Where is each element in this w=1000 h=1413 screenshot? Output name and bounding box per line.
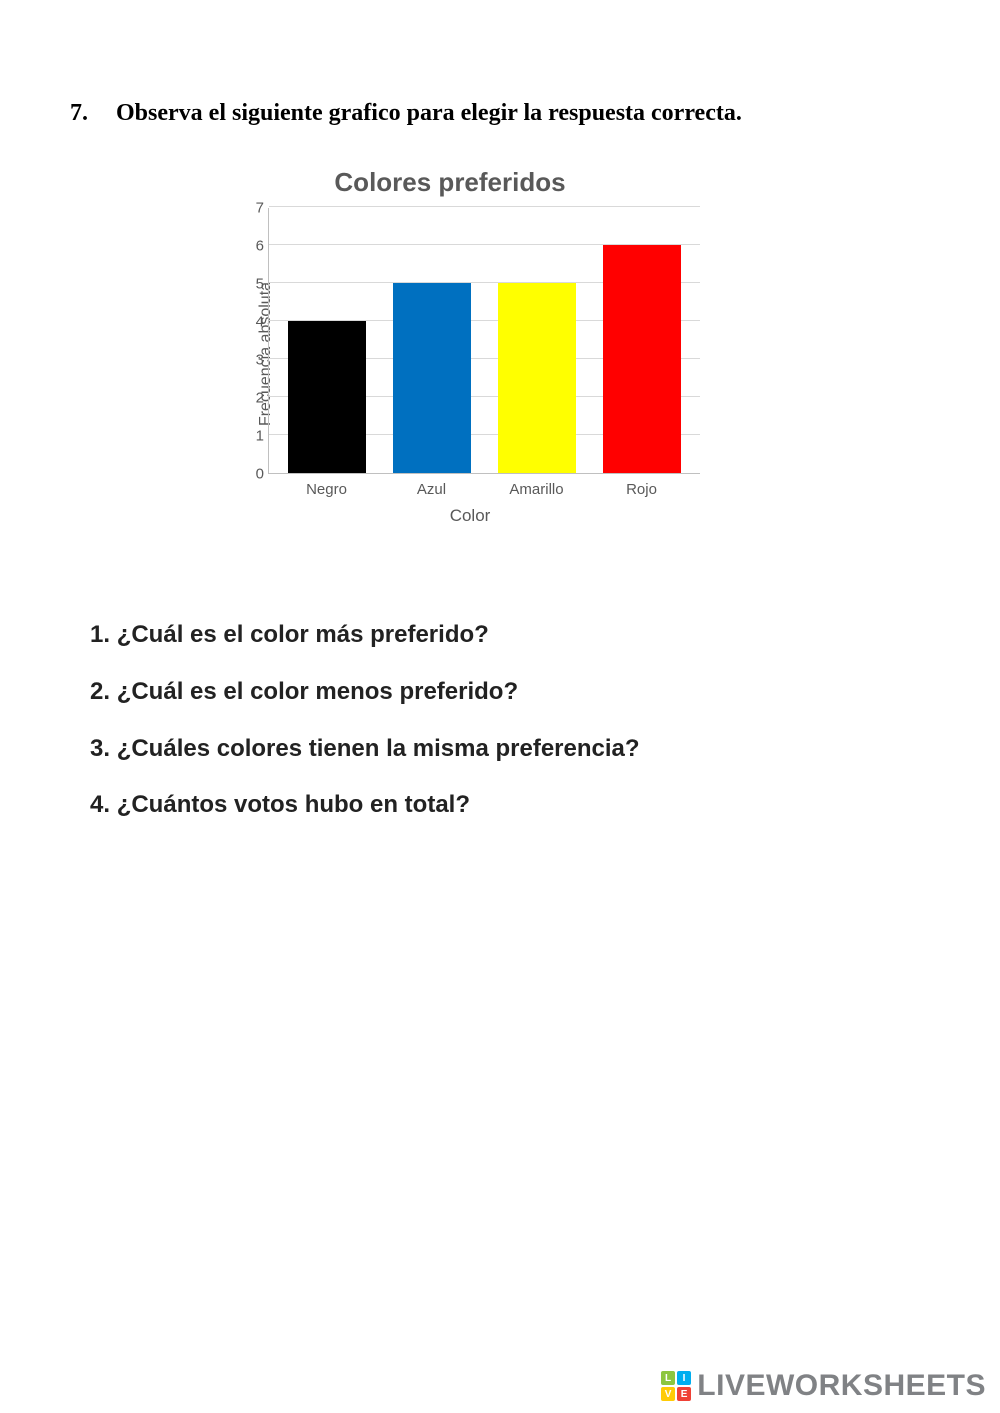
- question-item-number: 1.: [90, 621, 110, 650]
- y-tick-label: 5: [240, 276, 264, 293]
- question-item: 4. ¿Cuántos votos hubo en total?: [90, 791, 930, 820]
- y-tick-label: 3: [240, 352, 264, 369]
- chart-area: Frecuencia absoluta 01234567 NegroAzulAm…: [230, 204, 710, 504]
- question-list: 1. ¿Cuál es el color más preferido? 2. ¿…: [90, 621, 930, 820]
- y-tick-label: 4: [240, 314, 264, 331]
- bar-chart: Colores preferidos Frecuencia absoluta 0…: [190, 167, 710, 526]
- bar: [603, 245, 681, 473]
- watermark: L I V E LIVEWORKSHEETS: [661, 1369, 986, 1403]
- x-tick-label: Amarillo: [498, 481, 576, 498]
- question-header: 7. Observa el siguiente grafico para ele…: [70, 100, 930, 127]
- watermark-logo-cell: I: [677, 1371, 691, 1385]
- y-tick-label: 7: [240, 200, 264, 217]
- bar: [393, 283, 471, 473]
- bars-container: [269, 208, 700, 473]
- chart-title: Colores preferidos: [190, 167, 710, 198]
- worksheet-page: 7. Observa el siguiente grafico para ele…: [0, 0, 1000, 1413]
- watermark-logo-cell: L: [661, 1371, 675, 1385]
- x-labels: Negro Azul Amarillo Rojo: [268, 481, 700, 498]
- y-tick-label: 0: [240, 466, 264, 483]
- y-tick-label: 2: [240, 390, 264, 407]
- x-tick-label: Azul: [393, 481, 471, 498]
- plot-region: [268, 208, 700, 474]
- watermark-logo: L I V E: [661, 1371, 691, 1401]
- question-number: 7.: [70, 100, 110, 127]
- x-tick-label: Rojo: [603, 481, 681, 498]
- question-item: 2. ¿Cuál es el color menos preferido?: [90, 678, 930, 707]
- question-item-number: 4.: [90, 791, 110, 820]
- question-item-number: 3.: [90, 735, 110, 764]
- x-tick-label: Negro: [288, 481, 366, 498]
- question-item-text: ¿Cuántos votos hubo en total?: [117, 791, 470, 818]
- question-item-number: 2.: [90, 678, 110, 707]
- y-tick-label: 1: [240, 428, 264, 445]
- watermark-text: LIVEWORKSHEETS: [697, 1369, 986, 1403]
- question-item-text: ¿Cuál es el color menos preferido?: [117, 678, 518, 705]
- question-item: 3. ¿Cuáles colores tienen la misma prefe…: [90, 735, 930, 764]
- question-item-text: ¿Cuáles colores tienen la misma preferen…: [117, 735, 640, 762]
- x-axis-label: Color: [230, 506, 710, 526]
- bar: [288, 321, 366, 473]
- question-text: Observa el siguiente grafico para elegir…: [116, 100, 742, 126]
- watermark-logo-cell: E: [677, 1387, 691, 1401]
- y-tick-label: 6: [240, 238, 264, 255]
- question-item: 1. ¿Cuál es el color más preferido?: [90, 621, 930, 650]
- question-item-text: ¿Cuál es el color más preferido?: [117, 621, 489, 648]
- gridline: [269, 206, 700, 207]
- watermark-logo-cell: V: [661, 1387, 675, 1401]
- bar: [498, 283, 576, 473]
